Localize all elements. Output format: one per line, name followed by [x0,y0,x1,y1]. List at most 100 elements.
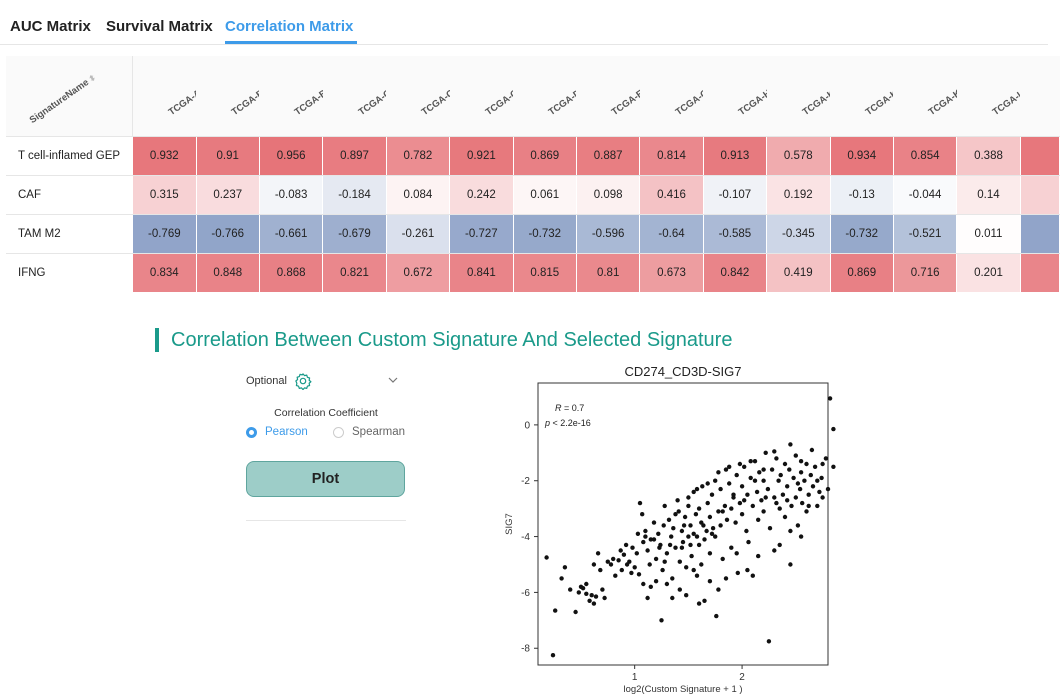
data-point [651,537,657,542]
column-header[interactable]: TCGA-BRCA⬍ [259,56,353,137]
column-header-overflow [1020,56,1060,137]
table-cell: 0.921 [449,136,514,176]
data-point [716,587,721,592]
data-point [734,472,739,478]
data-point [600,587,605,592]
data-point [735,570,740,576]
data-point [752,459,758,464]
column-header-signature-name[interactable]: SignatureName⬍ [6,56,134,137]
data-point [684,593,689,598]
table-cell-overflow [1020,175,1060,215]
gear-icon[interactable] [294,372,312,390]
data-point [746,539,751,545]
data-point [629,570,634,576]
table-row: IFNG 0.834 0.848 0.868 0.821 0.672 0.841 0.815 0… [6,253,1060,292]
data-point [677,587,682,592]
data-point [713,478,718,483]
data-point [686,534,691,539]
data-point [702,537,707,542]
table-row: TAM M2 -0.769 -0.766 -0.661 -0.679 -0.261 -0.7… [6,214,1060,254]
data-point [750,503,755,509]
data-point [713,534,718,539]
data-point [641,539,646,545]
table-cell: -0.521 [893,214,958,254]
table-cell: -0.661 [259,214,324,254]
table-cell: 0.315 [132,175,197,215]
table-cell: 0.913 [703,136,768,176]
column-header[interactable]: TCGA-CESC⬍ [322,56,416,137]
data-point [707,514,713,520]
data-point [608,562,614,567]
data-point [648,584,653,589]
plot-button[interactable]: Plot [246,461,405,497]
tab-auc-matrix[interactable]: AUC Matrix [10,18,91,35]
data-point [591,562,597,567]
data-point [676,509,681,514]
column-header[interactable]: TCGA-ESCA⬍ [576,56,669,137]
data-point [785,498,790,503]
data-point [677,559,682,564]
column-header[interactable]: TCGA-COAD⬍ [449,56,544,137]
data-point [772,548,777,553]
column-header[interactable]: TCGA-HNSC⬍ [703,56,796,137]
data-point [788,528,793,534]
column-header[interactable]: TCGA-ACC⬍ [132,56,221,137]
table-cell: -0.184 [322,175,387,215]
data-point [737,500,743,506]
data-point [798,470,804,475]
column-header[interactable]: TCGA-KIRC⬍ [830,56,920,137]
table-cell: -0.679 [322,214,387,254]
data-point [774,456,779,461]
row-signature-name: CAF [6,175,134,215]
data-point [662,559,667,564]
table-cell: 0.841 [449,253,514,292]
table-cell: 0.242 [449,175,514,215]
data-point [544,555,549,560]
data-point [802,478,807,483]
radio-pearson[interactable]: Pearson [246,426,308,438]
data-point [693,512,699,517]
data-point [664,581,670,587]
data-point [595,551,601,556]
data-point [647,562,652,567]
data-point [777,506,782,511]
tab-correlation-matrix[interactable]: Correlation Matrix [225,18,354,35]
data-point [660,567,665,573]
column-header[interactable]: TCGA-LAML⬍ [956,56,1050,137]
y-tick-label: -6 [521,588,530,599]
radio-spearman[interactable]: Spearman [333,426,405,438]
data-point [673,545,678,550]
column-header[interactable]: TCGA-DLBC⬍ [513,56,606,137]
table-cell: -0.732 [830,214,894,254]
data-point [630,545,635,550]
data-point [772,449,777,454]
column-header[interactable]: TCGA-KICH⬍ [766,56,857,137]
x-tick-label: 2 [739,672,745,683]
table-cell: 0.011 [956,214,1021,254]
row-signature-name: T cell-inflamed GEP [6,136,134,176]
annotation-p: p < 2.2e-16 [544,418,591,428]
table-cell: 0.201 [956,253,1021,292]
data-point [742,464,747,469]
data-point [637,500,643,506]
column-header[interactable]: TCGA-GBM⬍ [639,56,729,137]
data-point [804,461,809,467]
column-header[interactable]: TCGA-BLCA⬍ [196,56,289,137]
chevron-down-icon[interactable] [388,376,398,384]
data-point [776,478,781,483]
y-tick-label: 0 [524,420,530,431]
column-header[interactable]: TCGA-KIRP⬍ [893,56,983,137]
tab-survival-matrix[interactable]: Survival Matrix [106,18,213,35]
data-point [787,467,792,472]
table-cell: 0.868 [259,253,324,292]
plot-frame [537,382,829,666]
data-point [709,531,715,536]
data-point [691,531,696,536]
correlation-coefficient-label: Correlation Coefficient [274,407,378,419]
data-point [602,595,607,601]
table-cell: -0.044 [893,175,958,215]
data-point [748,475,753,481]
column-header[interactable]: TCGA-CHOL⬍ [386,56,479,137]
data-point [696,601,702,606]
data-point [573,609,578,615]
